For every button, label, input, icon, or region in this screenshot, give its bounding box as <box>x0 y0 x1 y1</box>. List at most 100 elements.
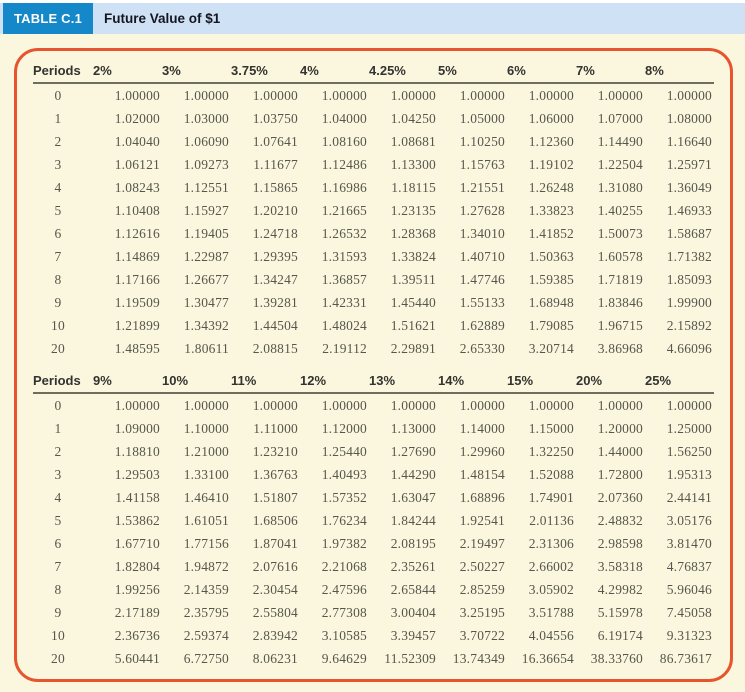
value-cell: 1.51621 <box>390 318 436 333</box>
value-cell: 1.36763 <box>252 467 298 482</box>
value-cell: 1.19405 <box>183 226 229 241</box>
value-cell: 3.51788 <box>528 605 574 620</box>
table-row: 1 1.09000 1.10000 1.11000 1.12000 1.13000 1.14… <box>33 417 714 440</box>
period-cell: 0 <box>54 398 62 413</box>
value-cell: 2.48832 <box>597 513 643 528</box>
value-cell: 4.29982 <box>597 582 643 597</box>
value-cell: 2.15892 <box>666 318 712 333</box>
value-cell: 1.00000 <box>252 88 298 103</box>
value-cell: 11.52309 <box>384 651 436 666</box>
value-cell: 1.94872 <box>183 559 229 574</box>
value-cell: 1.51807 <box>252 490 298 505</box>
table-row: 0 1.00000 1.00000 1.00000 1.00000 1.00000 1.00… <box>33 393 714 417</box>
value-cell: 9.64629 <box>321 651 367 666</box>
value-cell: 1.50073 <box>597 226 643 241</box>
value-cell: 1.00000 <box>252 398 298 413</box>
value-cell: 1.40710 <box>459 249 505 264</box>
rate-column-header: 20% <box>576 360 645 394</box>
value-cell: 3.05902 <box>528 582 574 597</box>
value-cell: 1.92541 <box>459 513 505 528</box>
value-cell: 1.48154 <box>459 467 505 482</box>
value-cell: 16.36654 <box>521 651 574 666</box>
table-row: 8 1.17166 1.26677 1.34247 1.36857 1.39511 1.47… <box>33 268 714 291</box>
value-cell: 1.02000 <box>114 111 160 126</box>
value-cell: 1.14000 <box>459 421 505 436</box>
value-cell: 1.12551 <box>183 180 229 195</box>
period-cell: 5 <box>54 203 62 218</box>
value-cell: 1.68948 <box>528 295 574 310</box>
value-cell: 1.21551 <box>459 180 505 195</box>
value-cell: 1.00000 <box>528 88 574 103</box>
value-cell: 1.33823 <box>528 203 574 218</box>
table-title: Future Value of $1 <box>104 11 221 26</box>
value-cell: 1.34247 <box>252 272 298 287</box>
table-row: 6 1.12616 1.19405 1.24718 1.26532 1.28368 1.34… <box>33 222 714 245</box>
value-cell: 1.15763 <box>459 157 505 172</box>
value-cell: 6.19174 <box>597 628 643 643</box>
value-cell: 1.72800 <box>597 467 643 482</box>
period-cell: 5 <box>54 513 62 528</box>
value-cell: 2.35261 <box>390 559 436 574</box>
value-cell: 2.30454 <box>252 582 298 597</box>
value-cell: 2.77308 <box>321 605 367 620</box>
periods-column-header: Periods <box>33 360 93 394</box>
value-cell: 1.08160 <box>321 134 367 149</box>
rate-column-header: 10% <box>162 360 231 394</box>
value-cell: 1.00000 <box>183 88 229 103</box>
value-cell: 1.10000 <box>183 421 229 436</box>
value-cell: 5.15978 <box>597 605 643 620</box>
value-cell: 1.41852 <box>528 226 574 241</box>
value-cell: 1.09273 <box>183 157 229 172</box>
value-cell: 1.56250 <box>666 444 712 459</box>
value-cell: 2.59374 <box>183 628 229 643</box>
value-cell: 1.20210 <box>252 203 298 218</box>
value-cell: 1.00000 <box>114 88 160 103</box>
value-cell: 1.76234 <box>321 513 367 528</box>
value-cell: 1.09000 <box>114 421 160 436</box>
value-cell: 2.83942 <box>252 628 298 643</box>
value-cell: 2.36736 <box>114 628 160 643</box>
period-cell: 8 <box>54 272 62 287</box>
value-cell: 1.29395 <box>252 249 298 264</box>
rate-column-header: 12% <box>300 360 369 394</box>
value-cell: 1.15927 <box>183 203 229 218</box>
value-cell: 1.06121 <box>114 157 160 172</box>
value-cell: 1.74901 <box>528 490 574 505</box>
value-cell: 5.96046 <box>666 582 712 597</box>
value-cell: 1.16640 <box>666 134 712 149</box>
value-cell: 1.99900 <box>666 295 712 310</box>
value-cell: 1.71382 <box>666 249 712 264</box>
value-cell: 1.84244 <box>390 513 436 528</box>
period-cell: 4 <box>54 180 62 195</box>
value-cell: 1.08000 <box>666 111 712 126</box>
rate-column-header: 13% <box>369 360 438 394</box>
value-cell: 1.46933 <box>666 203 712 218</box>
period-cell: 6 <box>54 536 62 551</box>
table-row: 10 1.21899 1.34392 1.44504 1.48024 1.51621 1.6… <box>33 314 714 337</box>
table-panel: Periods 2% 3% 3.75% 4% 4.25% 5% 6% 7% 8% 0 1.00000 1… <box>14 48 733 682</box>
value-cell: 2.19497 <box>459 536 505 551</box>
value-cell: 1.52088 <box>528 467 574 482</box>
value-cell: 7.45058 <box>666 605 712 620</box>
value-cell: 1.34010 <box>459 226 505 241</box>
rate-column-header: 3.75% <box>231 58 300 84</box>
value-cell: 1.00000 <box>597 398 643 413</box>
rate-column-header: 15% <box>507 360 576 394</box>
value-cell: 2.65844 <box>390 582 436 597</box>
value-cell: 1.48595 <box>114 341 160 356</box>
value-cell: 1.96715 <box>597 318 643 333</box>
content-area: Periods 2% 3% 3.75% 4% 4.25% 5% 6% 7% 8% 0 1.00000 1… <box>0 34 745 692</box>
value-cell: 3.70722 <box>459 628 505 643</box>
value-cell: 1.17166 <box>114 272 160 287</box>
value-cell: 1.10408 <box>114 203 160 218</box>
table-row: 7 1.82804 1.94872 2.07616 2.21068 2.35261 2.50… <box>33 555 714 578</box>
period-cell: 10 <box>51 318 65 333</box>
value-cell: 1.29960 <box>459 444 505 459</box>
rate-column-header: 5% <box>438 58 507 84</box>
value-cell: 2.66002 <box>528 559 574 574</box>
value-cell: 1.25000 <box>666 421 712 436</box>
value-cell: 1.80611 <box>184 341 229 356</box>
table-row: 1 1.02000 1.03000 1.03750 1.04000 1.04250 1.05… <box>33 107 714 130</box>
value-cell: 2.08195 <box>390 536 436 551</box>
value-cell: 1.13000 <box>390 421 436 436</box>
